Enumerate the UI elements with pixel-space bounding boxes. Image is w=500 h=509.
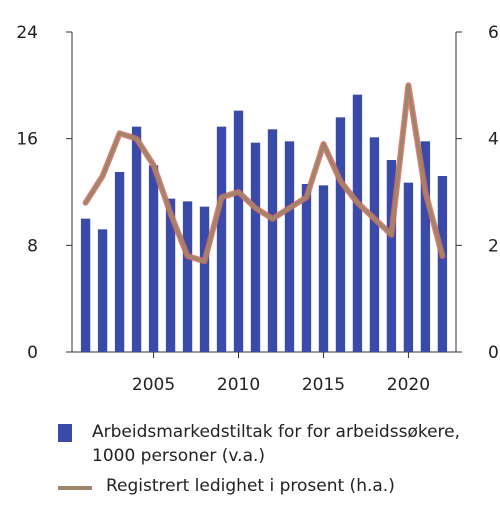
- y-right-tick-label: 0: [488, 343, 499, 363]
- bar: [403, 182, 414, 352]
- bar: [199, 206, 210, 352]
- x-tick-label: 2015: [302, 375, 345, 395]
- y-left-tick-label: 0: [27, 343, 38, 363]
- bar: [284, 141, 295, 352]
- legend-line-swatch: [58, 486, 92, 490]
- y-right-tick-label: 4: [488, 130, 499, 150]
- bar: [216, 126, 227, 353]
- legend-item-line: Registrert ledighet i prosent (h.a.): [58, 474, 488, 498]
- legend-bar-label-line2: 1000 personer (v.a.): [92, 446, 266, 466]
- bar: [131, 126, 142, 353]
- y-left-tick-label: 8: [27, 236, 38, 256]
- x-tick-label: 2005: [132, 375, 175, 395]
- legend-bar-label: Arbeidsmarkedstiltak for for arbeidssøke…: [92, 420, 460, 468]
- bar: [250, 142, 261, 352]
- legend: Arbeidsmarkedstiltak for for arbeidssøke…: [58, 420, 488, 504]
- bar: [165, 198, 176, 352]
- line-series: [82, 82, 446, 265]
- bar: [182, 201, 193, 352]
- y-left-tick-label: 24: [16, 23, 38, 43]
- x-tick-label: 2020: [387, 375, 430, 395]
- bar: [369, 137, 380, 352]
- bar: [352, 94, 363, 353]
- bar: [318, 185, 329, 352]
- line-series-path: [83, 83, 445, 264]
- bar: [97, 229, 108, 352]
- bar: [267, 129, 278, 352]
- bar: [114, 172, 125, 352]
- bars: [80, 94, 448, 353]
- y-right-tick-label: 2: [488, 236, 499, 256]
- bar: [80, 218, 91, 352]
- legend-bar-label-line1: Arbeidsmarkedstiltak for for arbeidssøke…: [92, 422, 461, 442]
- y-left-tick-label: 16: [16, 130, 38, 150]
- legend-line-label: Registrert ledighet i prosent (h.a.): [106, 476, 395, 496]
- axes: [66, 31, 462, 358]
- bar: [386, 160, 397, 352]
- bar: [148, 165, 159, 352]
- x-tick-label: 2010: [217, 375, 260, 395]
- bar: [420, 141, 431, 352]
- bar: [335, 117, 346, 352]
- y-right-tick-label: 6: [488, 23, 499, 43]
- bar: [301, 184, 312, 352]
- bar: [437, 176, 448, 352]
- legend-item-bars: Arbeidsmarkedstiltak for for arbeidssøke…: [58, 420, 488, 468]
- bar: [233, 110, 244, 353]
- legend-bar-swatch: [58, 424, 72, 442]
